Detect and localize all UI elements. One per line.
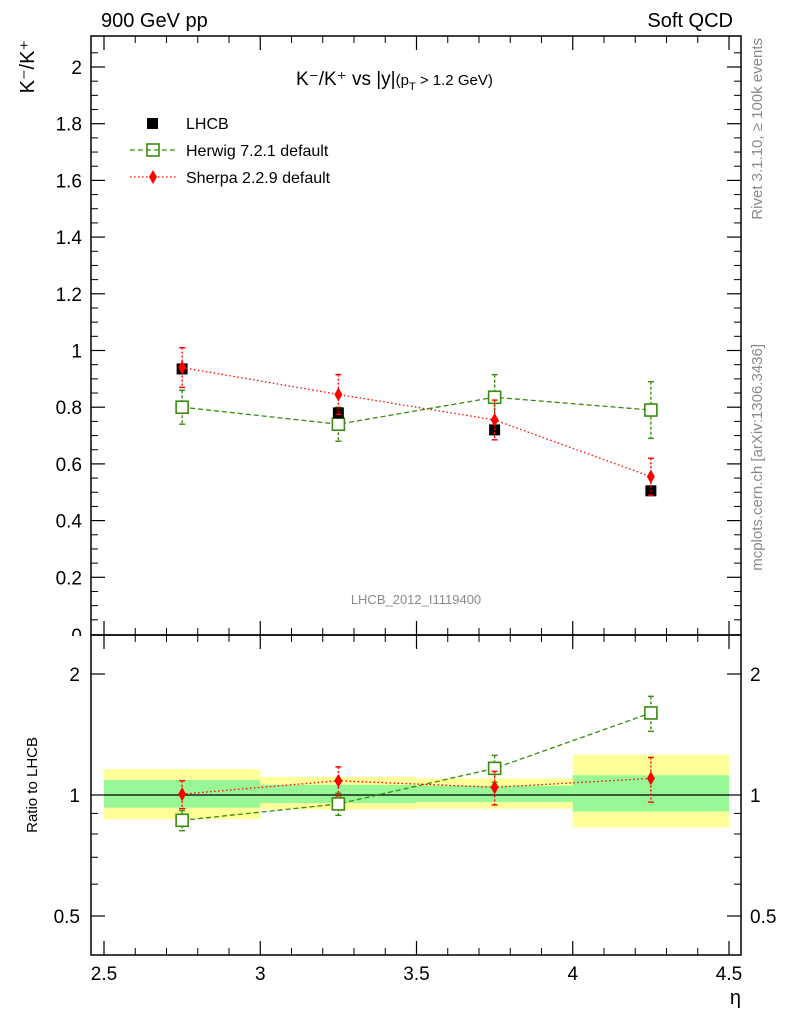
ratio-herwig-point-1	[331, 797, 346, 811]
legend-marker-lhcb	[147, 118, 158, 129]
sherpa-point-3	[646, 469, 655, 484]
herwig-point-3	[644, 403, 658, 417]
axes: 0.20.40.60.811.21.41.61.8200.50.511222.5…	[54, 35, 776, 985]
header-right-label: Soft QCD	[647, 10, 733, 32]
legend-marker-herwig	[146, 143, 160, 157]
herwig-point-1	[331, 417, 346, 432]
x-axis-label: η	[730, 987, 741, 1009]
xtick-label: 2.5	[91, 964, 117, 985]
main-ytick-label: 1	[71, 342, 82, 363]
ratio-sherpa-point-1	[334, 773, 343, 788]
sherpa-point-2	[490, 412, 499, 427]
xtick-label: 4.5	[716, 964, 742, 985]
sherpa-point-1	[334, 387, 343, 402]
main-title-sub: (p	[396, 72, 409, 89]
ratio-herwig-point-0	[175, 813, 189, 828]
main-ytick-label: 0.6	[56, 455, 82, 476]
main-ytick-label: 1.6	[56, 171, 82, 192]
main-ytick-label: 1.2	[56, 285, 82, 306]
side-label-top: Rivet 3.1.10, ≥ 100k events	[749, 38, 766, 220]
ratio-sherpa-point-2	[490, 780, 499, 795]
ratio-ytick-label-right: 2	[750, 665, 761, 686]
ratio-y-axis-label: Ratio to LHCB	[24, 737, 41, 833]
main-ytick-zero-mask	[61, 636, 89, 646]
side-label-bottom: mcplots.cern.ch [arXiv:1306.3436]	[749, 344, 766, 571]
legend-label-herwig: Herwig 7.2.1 default	[186, 143, 329, 160]
main-plot	[175, 346, 658, 497]
ratio-ytick-label-left: 2	[69, 665, 80, 686]
ratio-herwig-point-3	[644, 706, 658, 720]
main-y-axis-label: K⁻/K⁺	[17, 40, 39, 93]
main-title-sub-t: T	[409, 81, 416, 93]
ratio-sherpa-point-3	[646, 771, 655, 786]
legend: LHCB Herwig 7.2.1 default Sherpa 2.2.9 d…	[130, 116, 331, 187]
main-ytick-label: 0.8	[56, 398, 82, 419]
main-title-text: K⁻/K⁺ vs |y|	[296, 69, 396, 90]
ratio-ytick-label-left: 1	[69, 786, 80, 807]
sherpa-line	[182, 366, 652, 478]
ratio-plot	[104, 695, 729, 832]
legend-marker-sherpa	[149, 170, 157, 184]
main-ytick-label: 1.8	[56, 115, 82, 136]
header-left-label: 900 GeV pp	[101, 10, 208, 32]
xtick-label: 3.5	[403, 964, 429, 985]
main-title: K⁻/K⁺ vs |y|(pT > 1.2 GeV)	[296, 69, 493, 93]
legend-label-sherpa: Sherpa 2.2.9 default	[186, 170, 331, 187]
ratio-ytick-label-right: 1	[750, 786, 761, 807]
ratio-ytick-label-left: 0.5	[54, 907, 80, 928]
analysis-watermark: LHCB_2012_I1119400	[351, 592, 481, 607]
main-ytick-label: 0.4	[56, 512, 83, 533]
herwig-line	[182, 396, 651, 425]
ratio-ytick-label-right: 0.5	[750, 907, 776, 928]
main-ytick-label: 1.4	[56, 228, 83, 249]
herwig-point-0	[175, 400, 189, 415]
main-ytick-label: 2	[71, 58, 82, 79]
xtick-label: 3	[255, 964, 266, 985]
sherpa-point-0	[178, 360, 187, 375]
legend-label-lhcb: LHCB	[186, 116, 229, 133]
ratio-sherpa-point-0	[178, 787, 187, 802]
main-ytick-label: 0.2	[56, 568, 82, 589]
lhcb-point-1	[332, 407, 344, 419]
main-title-sub-rest: > 1.2 GeV)	[416, 72, 493, 89]
xtick-label: 4	[567, 964, 578, 985]
ratio-herwig-line	[182, 712, 652, 821]
